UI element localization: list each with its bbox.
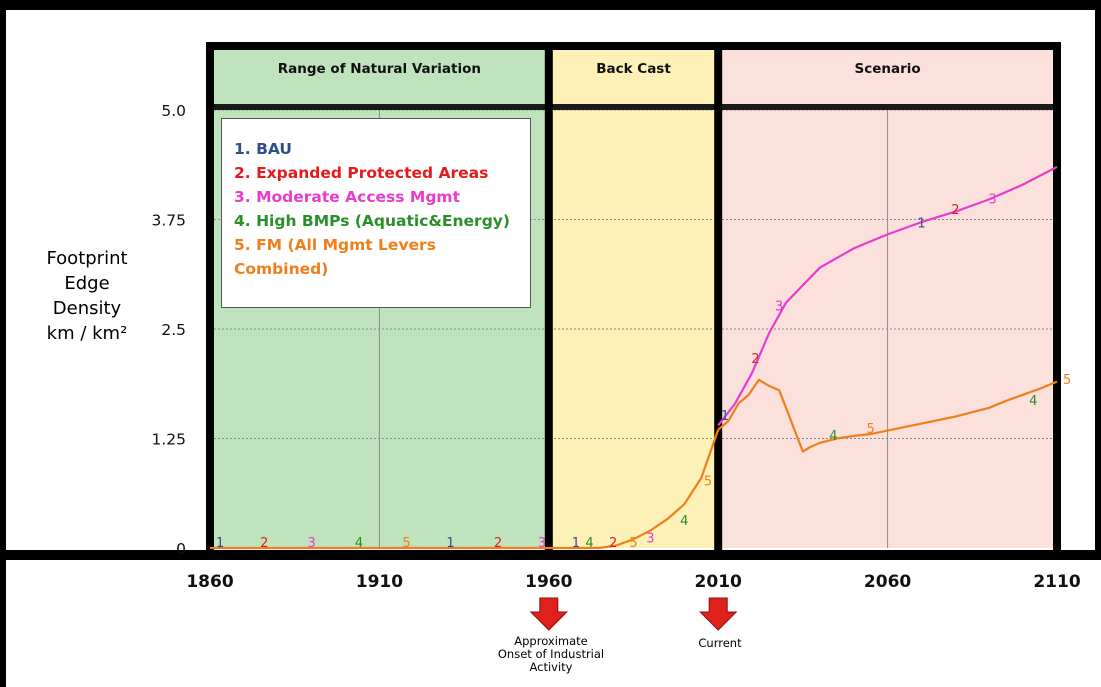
annotation-current: Current — [698, 636, 742, 650]
series-marker-9: 5 — [629, 536, 637, 551]
x-axis-bar — [6, 550, 1101, 560]
series-marker-10: 1 — [572, 536, 580, 551]
y-axis-label-line-2: Edge — [64, 273, 110, 294]
series-marker-18: 1 — [917, 216, 925, 231]
series-marker-7: 3 — [538, 536, 546, 551]
series-line-1 — [717, 165, 1058, 427]
period-header-separator — [210, 104, 1057, 110]
series-marker-8: 4 — [585, 536, 593, 551]
legend-item-moderate-access-mgmt: 3. Moderate Access Mgmt — [234, 188, 460, 206]
series-marker-19: 2 — [951, 203, 959, 218]
period-label-1: Back Cast — [596, 61, 671, 77]
x-tick-label-3: 2010 — [695, 572, 742, 592]
region-border-2 — [714, 46, 723, 554]
period-label-2: Scenario — [855, 61, 921, 77]
series-marker-17: 3 — [775, 299, 783, 314]
frame-top-border — [0, 0, 1101, 10]
plot-top-border — [206, 42, 1061, 50]
annotation-arrow-1 — [698, 597, 738, 631]
legend-item-expanded-protected-areas: 2. Expanded Protected Areas — [234, 164, 489, 182]
series-marker-6: 2 — [494, 536, 502, 551]
series-marker-24: 5 — [1063, 373, 1071, 388]
series-marker-1: 2 — [260, 536, 268, 551]
region-border-1 — [544, 46, 553, 554]
annotation-arrow-0 — [529, 597, 569, 631]
period-label-0: Range of Natural Variation — [278, 61, 481, 77]
x-tick-label-2: 1960 — [525, 572, 572, 592]
series-marker-4: 5 — [402, 536, 410, 551]
x-tick-label-1: 1910 — [356, 572, 403, 592]
series-marker-2: 3 — [307, 536, 315, 551]
period-band-1 — [548, 46, 719, 548]
region-border-3 — [1053, 46, 1061, 554]
x-tick-label-5: 2110 — [1033, 572, 1080, 592]
y-tick-label-2: 2.5 — [161, 321, 186, 339]
y-tick-label-3: 3.75 — [151, 212, 186, 230]
region-border-0 — [206, 46, 214, 554]
series-marker-20: 3 — [988, 193, 996, 208]
series-marker-22: 5 — [867, 422, 875, 437]
series-marker-14: 5 — [704, 475, 712, 490]
legend-item-bau: 1. BAU — [234, 140, 292, 158]
series-marker-16: 2 — [751, 352, 759, 367]
legend-item-fm-all-levers: 5. FM (All Mgmt Levers Combined) — [234, 236, 436, 278]
frame-right-border — [1095, 0, 1101, 560]
y-tick-label-1: 1.25 — [151, 431, 186, 449]
series-marker-3: 4 — [355, 536, 363, 551]
series-marker-12: 3 — [646, 532, 654, 547]
y-axis-label: Footprint Edge Density km / km² — [22, 246, 152, 346]
series-marker-21: 4 — [829, 429, 837, 444]
series-marker-11: 2 — [609, 536, 617, 551]
frame-left-border — [0, 0, 6, 687]
legend: 1. BAU 2. Expanded Protected Areas 3. Mo… — [221, 118, 531, 308]
annotation-industrial-onset: Approximate Onset of Industrial Activity — [497, 634, 605, 674]
legend-item-high-bmps: 4. High BMPs (Aquatic&Energy) — [234, 212, 510, 230]
y-axis-label-line-4: km / km² — [46, 323, 128, 344]
series-marker-23: 4 — [1029, 394, 1037, 409]
series-marker-0: 1 — [216, 536, 224, 551]
y-axis-label-line-3: Density — [52, 298, 122, 319]
series-line-0 — [210, 429, 720, 550]
series-marker-15: 1 — [721, 409, 729, 424]
y-tick-label-4: 5.0 — [161, 102, 186, 120]
y-axis-label-line-1: Footprint — [46, 248, 128, 269]
series-marker-5: 1 — [446, 536, 454, 551]
x-tick-label-0: 1860 — [186, 572, 233, 592]
x-tick-label-4: 2060 — [864, 572, 911, 592]
series-line-2 — [717, 378, 1058, 453]
series-marker-13: 4 — [680, 514, 688, 529]
y-tick-label-0: 0 — [176, 540, 186, 558]
